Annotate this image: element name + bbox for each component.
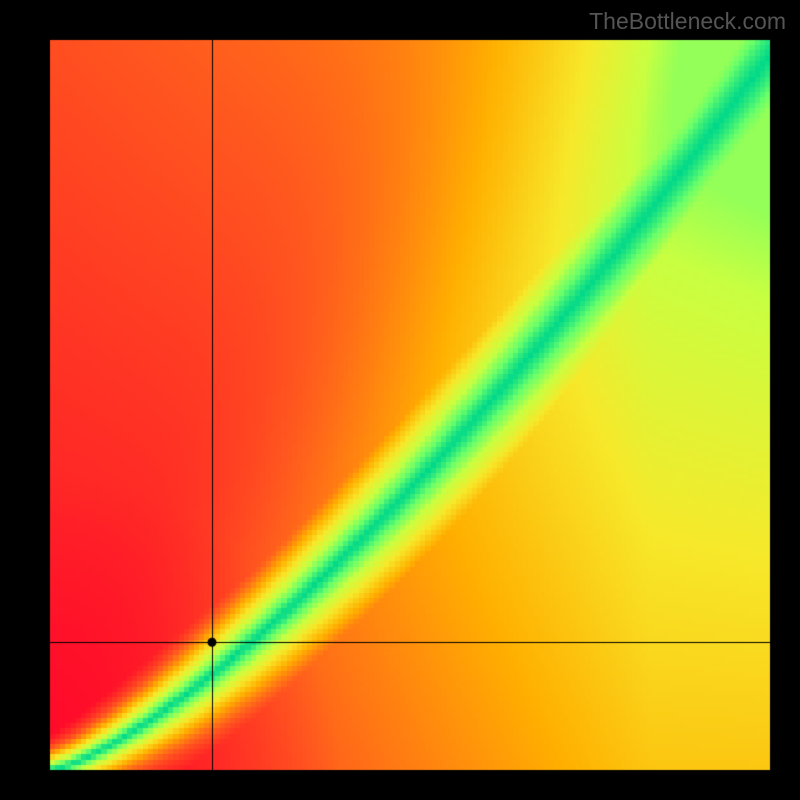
bottleneck-heatmap [0, 0, 800, 800]
chart-container: TheBottleneck.com [0, 0, 800, 800]
watermark-text: TheBottleneck.com [589, 8, 786, 35]
